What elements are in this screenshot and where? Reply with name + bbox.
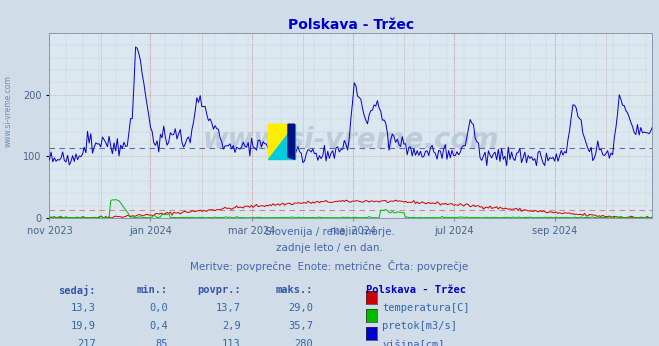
Text: pretok[m3/s]: pretok[m3/s] bbox=[382, 321, 457, 331]
Text: www.si-vreme.com: www.si-vreme.com bbox=[3, 75, 13, 147]
Text: zadnje leto / en dan.: zadnje leto / en dan. bbox=[276, 243, 383, 253]
Polygon shape bbox=[268, 124, 295, 160]
Text: Meritve: povprečne  Enote: metrične  Črta: povprečje: Meritve: povprečne Enote: metrične Črta:… bbox=[190, 260, 469, 272]
Text: 217: 217 bbox=[77, 339, 96, 346]
Text: min.:: min.: bbox=[137, 285, 168, 295]
Text: Polskava - Tržec: Polskava - Tržec bbox=[366, 285, 466, 295]
Text: 19,9: 19,9 bbox=[71, 321, 96, 331]
Text: višina[cm]: višina[cm] bbox=[382, 339, 445, 346]
Text: 113: 113 bbox=[222, 339, 241, 346]
Text: 13,7: 13,7 bbox=[215, 303, 241, 313]
Text: 85: 85 bbox=[156, 339, 168, 346]
Text: 35,7: 35,7 bbox=[288, 321, 313, 331]
Polygon shape bbox=[288, 124, 295, 160]
Text: 0,4: 0,4 bbox=[150, 321, 168, 331]
Text: 13,3: 13,3 bbox=[71, 303, 96, 313]
Text: sedaj:: sedaj: bbox=[58, 285, 96, 297]
Text: Slovenija / reke in morje.: Slovenija / reke in morje. bbox=[264, 227, 395, 237]
Text: 0,0: 0,0 bbox=[150, 303, 168, 313]
Text: www.si-vreme.com: www.si-vreme.com bbox=[203, 126, 499, 154]
Polygon shape bbox=[268, 124, 295, 160]
Text: 29,0: 29,0 bbox=[288, 303, 313, 313]
Text: temperatura[C]: temperatura[C] bbox=[382, 303, 470, 313]
Title: Polskava - Tržec: Polskava - Tržec bbox=[288, 18, 414, 32]
Text: povpr.:: povpr.: bbox=[197, 285, 241, 295]
Text: 2,9: 2,9 bbox=[222, 321, 241, 331]
Text: 280: 280 bbox=[295, 339, 313, 346]
Text: maks.:: maks.: bbox=[275, 285, 313, 295]
